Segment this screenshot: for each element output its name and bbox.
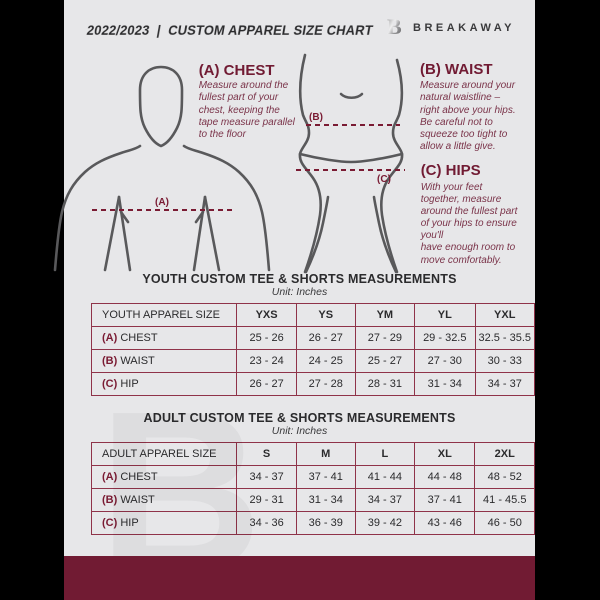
svg-text:(A): (A) (155, 197, 169, 208)
svg-text:(C): (C) (377, 174, 391, 185)
